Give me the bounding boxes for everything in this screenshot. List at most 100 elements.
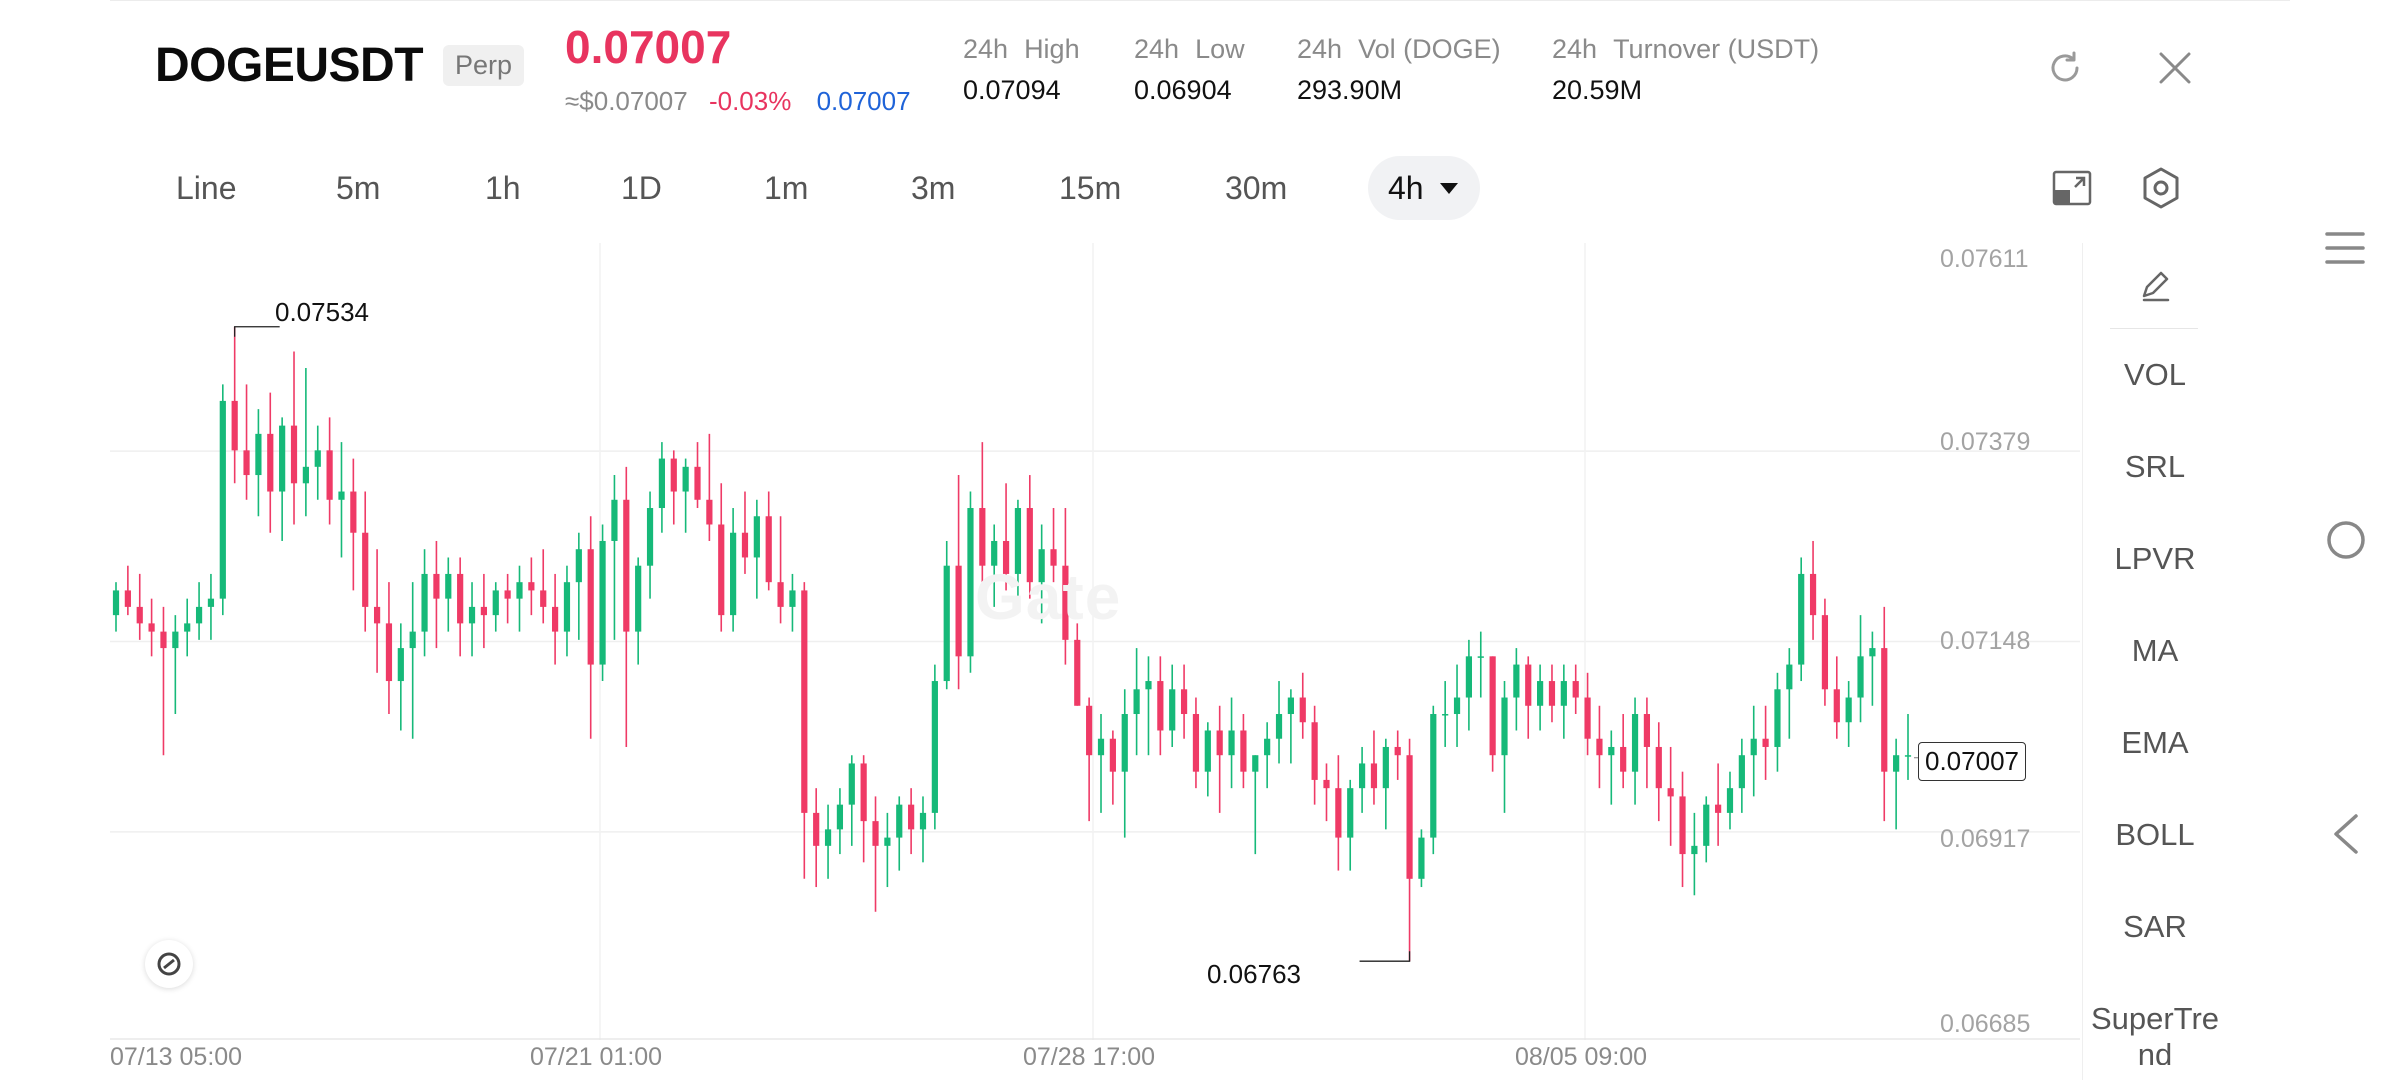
- candle: [979, 442, 986, 591]
- candle: [1726, 771, 1734, 830]
- candle-body: [991, 540, 998, 566]
- fullscreen-icon[interactable]: [2050, 166, 2094, 210]
- candle-body: [551, 606, 559, 632]
- candle-body: [457, 573, 464, 624]
- candle: [563, 565, 571, 657]
- candle-body: [1620, 746, 1627, 772]
- candle: [1121, 689, 1128, 838]
- candle: [919, 796, 927, 863]
- tab-4h-dropdown[interactable]: 4h: [1368, 156, 1480, 220]
- candle: [148, 598, 155, 657]
- indicator-boll[interactable]: BOLL: [2115, 817, 2195, 852]
- candle: [1323, 763, 1330, 822]
- indicator-ema[interactable]: EMA: [2121, 725, 2189, 760]
- candle-body: [1715, 804, 1722, 813]
- candle-body: [1489, 656, 1496, 756]
- gate-watermark: Gate: [975, 561, 1122, 633]
- candle: [611, 475, 618, 640]
- candle: [789, 573, 796, 632]
- candle: [1062, 508, 1069, 665]
- home-icon[interactable]: [2326, 520, 2366, 560]
- tab-3m[interactable]: 3m: [911, 170, 956, 206]
- candle: [1703, 796, 1710, 863]
- tab-1d[interactable]: 1D: [621, 170, 662, 206]
- chart-annotations: [234, 326, 1918, 962]
- tab-1h[interactable]: 1h: [485, 170, 521, 206]
- indicator-lpvr[interactable]: LPVR: [2114, 541, 2196, 576]
- candle: [813, 788, 820, 888]
- back-icon[interactable]: [2330, 812, 2362, 856]
- candlestick-chart[interactable]: [110, 243, 2080, 1040]
- candle: [1809, 540, 1817, 640]
- candle-body: [599, 540, 606, 665]
- tab-4h-label: 4h: [1388, 170, 1424, 206]
- candle-body: [1477, 656, 1484, 658]
- candle: [1845, 681, 1852, 747]
- candle-body: [1204, 730, 1211, 772]
- tab-5m[interactable]: 5m: [336, 170, 381, 206]
- last-price: 0.07007: [565, 21, 732, 73]
- candle: [160, 606, 167, 756]
- menu-icon[interactable]: [2325, 230, 2365, 266]
- candle-body: [1572, 681, 1579, 698]
- stat-high-value: 0.07094: [963, 75, 1061, 105]
- candle: [682, 458, 689, 533]
- tab-30m[interactable]: 30m: [1225, 170, 1288, 206]
- candle: [1014, 499, 1022, 607]
- candle: [290, 351, 298, 525]
- refresh-icon[interactable]: [2043, 46, 2087, 90]
- candle: [457, 557, 464, 657]
- symbol-title[interactable]: DOGEUSDT: [155, 39, 424, 92]
- candle: [1798, 557, 1805, 682]
- candle: [195, 582, 203, 640]
- candle-body: [813, 812, 820, 846]
- candle: [1596, 705, 1603, 789]
- candle-body: [195, 606, 203, 624]
- candle: [1762, 705, 1769, 780]
- candle: [908, 788, 915, 855]
- candle: [1750, 705, 1757, 797]
- candle-body: [1180, 689, 1188, 715]
- candle-body: [1002, 540, 1010, 574]
- candle-body: [1358, 763, 1366, 789]
- tab-1m[interactable]: 1m: [764, 170, 809, 206]
- candle-body: [1133, 689, 1140, 715]
- candle: [1228, 697, 1235, 789]
- candle: [1691, 812, 1698, 896]
- candle-body: [1774, 689, 1781, 747]
- indicator-ma[interactable]: MA: [2131, 633, 2179, 668]
- candle: [1382, 738, 1389, 830]
- candle-body: [1228, 730, 1235, 756]
- candle-body: [1026, 508, 1033, 583]
- candle: [777, 516, 784, 624]
- candle: [824, 804, 832, 879]
- candle: [1631, 697, 1639, 805]
- candle: [1287, 689, 1294, 764]
- indicator-vol[interactable]: VOL: [2123, 357, 2187, 392]
- indicator-srl[interactable]: SRL: [2124, 449, 2186, 484]
- candle-body: [373, 606, 381, 624]
- candle-body: [1050, 549, 1057, 566]
- candle: [528, 557, 535, 616]
- candle-body: [338, 491, 345, 500]
- stat-volume-label: Vol (DOGE): [1358, 34, 1501, 64]
- tab-line[interactable]: Line: [176, 170, 237, 206]
- candle-body: [896, 804, 903, 838]
- candle: [1738, 738, 1745, 813]
- indicator-supertrend[interactable]: SuperTrend: [2090, 1001, 2220, 1065]
- settings-icon[interactable]: [2137, 164, 2185, 212]
- indicator-sar[interactable]: SAR: [2123, 909, 2187, 944]
- pencil-icon[interactable]: [2136, 266, 2176, 306]
- candle-body: [1287, 697, 1294, 715]
- tab-15m[interactable]: 15m: [1059, 170, 1122, 206]
- candle-body: [492, 590, 499, 616]
- chart-logo-button[interactable]: [145, 940, 193, 988]
- close-icon[interactable]: [2153, 46, 2197, 90]
- candle: [338, 442, 345, 558]
- candle-body: [1798, 573, 1805, 665]
- high-annotation-line: [234, 326, 280, 337]
- candle-body: [1881, 648, 1888, 772]
- candle: [1169, 664, 1176, 747]
- candle-body: [1762, 738, 1769, 747]
- candle-body: [279, 425, 286, 492]
